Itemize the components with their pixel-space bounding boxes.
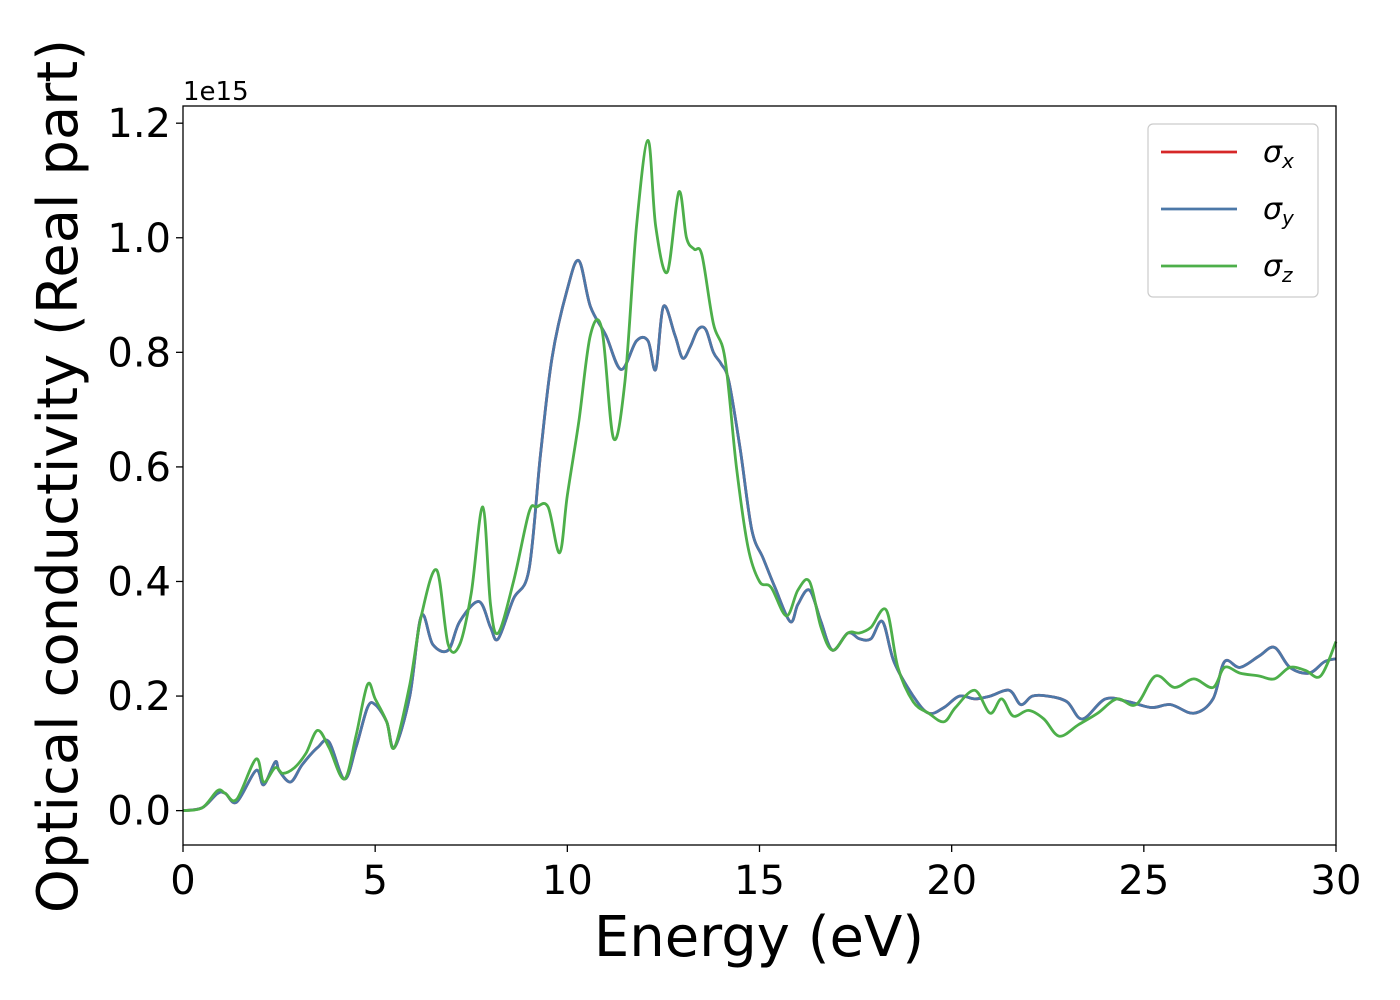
- x-axis-ticks: 0 5 10 15 20 25 30: [170, 845, 1361, 904]
- x-axis-title: Energy (eV): [594, 905, 924, 970]
- y-axis-title: Optical conductivity (Real part): [26, 39, 91, 913]
- series-line-z: [182, 139, 1338, 812]
- x-tick-label: 15: [734, 858, 785, 904]
- y-tick-label: 0.8: [107, 330, 171, 376]
- series-lines: [182, 139, 1338, 812]
- x-tick-label: 10: [542, 858, 593, 904]
- y-tick-label: 0.4: [107, 559, 171, 605]
- x-tick-label: 5: [362, 858, 387, 904]
- x-tick-label: 25: [1118, 858, 1169, 904]
- legend-box: [1147, 123, 1319, 298]
- series-line-x: [182, 259, 1337, 812]
- y-tick-label: 1.0: [107, 216, 171, 262]
- legend-label-z: σz: [1263, 249, 1293, 287]
- y-tick-label: 0.2: [107, 674, 171, 720]
- x-tick-label: 20: [926, 858, 977, 904]
- series-line-y: [182, 259, 1337, 812]
- y-tick-label: 1.2: [107, 101, 171, 147]
- y-tick-label: 0.6: [107, 445, 171, 491]
- y-offset-label: 1e15: [183, 77, 249, 107]
- y-axis-ticks: 0.0 0.2 0.4 0.6 0.8 1.0 1.2: [107, 101, 183, 835]
- y-tick-label: 0.0: [107, 789, 171, 835]
- x-tick-label: 0: [170, 858, 195, 904]
- x-tick-label: 30: [1311, 858, 1362, 904]
